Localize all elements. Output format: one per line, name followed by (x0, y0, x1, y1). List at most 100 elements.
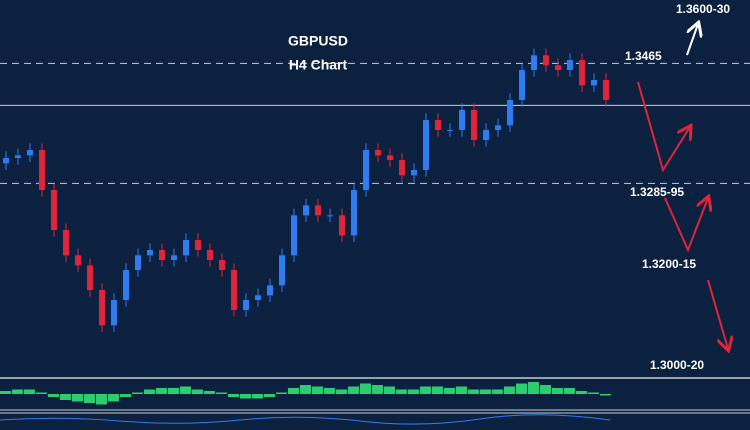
candle-body (267, 285, 273, 296)
candle-body (339, 215, 345, 236)
oscillator-bar (132, 392, 143, 394)
oscillator-bar (480, 389, 491, 394)
oscillator-bar (288, 388, 299, 394)
oscillator-bar (420, 386, 431, 394)
chart-title: GBPUSD (288, 33, 348, 49)
candle-body (567, 60, 573, 70)
arrow (686, 24, 698, 56)
oscillator-bar (228, 394, 239, 397)
oscillator-bar (168, 388, 179, 394)
oscillator-bar (564, 388, 575, 394)
arrow (707, 279, 728, 349)
oscillator-bar (0, 391, 11, 394)
oscillator-bar (516, 383, 527, 394)
oscillator-bar (324, 388, 335, 394)
candle-body (591, 80, 597, 86)
oscillator-bar (300, 385, 311, 394)
candle-body (171, 255, 177, 260)
candle-body (351, 190, 357, 236)
candle-body (303, 205, 309, 216)
oscillator-bar (36, 392, 47, 394)
candle-body (231, 270, 237, 310)
oscillator-bar (24, 389, 35, 394)
candle-body (279, 255, 285, 286)
oscillator-bar (252, 394, 263, 399)
candle-body (543, 55, 549, 66)
oscillator-bar (360, 383, 371, 394)
candle-body (123, 270, 129, 300)
oscillator-bar (84, 394, 95, 403)
oscillator-bar (108, 394, 119, 402)
candle-body (135, 255, 141, 270)
oscillator-bar (444, 388, 455, 394)
candle-body (291, 215, 297, 256)
annotation: 1.3285-95 (630, 185, 684, 199)
candle-body (111, 300, 117, 326)
candle-body (39, 150, 45, 190)
candle-body (327, 215, 333, 217)
oscillator-bar (384, 386, 395, 394)
candle-body (3, 158, 9, 164)
oscillator-bar (372, 385, 383, 394)
candle-body (471, 110, 477, 140)
oscillator-bar (408, 389, 419, 394)
oscillator-bar (576, 391, 587, 394)
oscillator-bar (432, 386, 443, 394)
oscillator-bar (264, 394, 275, 397)
candle-body (207, 250, 213, 260)
oscillator-bar (276, 392, 287, 394)
oscillator-bar (156, 388, 167, 394)
annotation: 1.3600-30 (676, 2, 730, 16)
candle-body (87, 265, 93, 290)
candle-body (495, 125, 501, 130)
candle-body (459, 110, 465, 130)
oscillator (0, 382, 611, 405)
oscillator-bar (192, 389, 203, 394)
oscillator-bar (588, 392, 599, 394)
oscillator-bar (540, 385, 551, 394)
oscillator-bar (60, 394, 71, 400)
candle-body (363, 150, 369, 190)
candle-body (147, 250, 153, 256)
candle-body (315, 205, 321, 216)
candle-body (579, 60, 585, 86)
indicator-line (0, 414, 611, 425)
oscillator-bar (12, 389, 23, 394)
candle-body (411, 170, 417, 176)
oscillator-bar (48, 394, 59, 397)
candles (3, 48, 609, 332)
oscillator-bar (504, 386, 515, 394)
oscillator-bar (120, 394, 131, 397)
annotation: 1.3000-20 (650, 358, 704, 372)
annotation: 1.3465 (625, 49, 662, 63)
oscillator-bar (96, 394, 107, 405)
oscillator-bar (144, 389, 155, 394)
candle-body (555, 65, 561, 70)
oscillator-bar (204, 391, 215, 394)
oscillator-bar (180, 386, 191, 394)
oscillator-bar (468, 389, 479, 394)
candle-body (399, 160, 405, 176)
oscillator-bar (336, 389, 347, 394)
arrow (637, 81, 690, 173)
candle-body (243, 300, 249, 310)
oscillator-bar (528, 382, 539, 394)
level-lines (0, 62, 750, 184)
oscillator-bar (216, 392, 227, 394)
candle-body (15, 155, 21, 158)
candle-body (195, 240, 201, 250)
candle-body (27, 150, 33, 156)
candle-body (183, 240, 189, 256)
oscillator-bar (72, 394, 83, 402)
candle-body (603, 80, 609, 100)
candle-body (159, 250, 165, 260)
candle-body (255, 295, 261, 300)
candle-body (99, 290, 105, 326)
candle-body (423, 120, 429, 170)
arrow (664, 198, 708, 253)
oscillator-bar (600, 394, 611, 396)
oscillator-bar (492, 389, 503, 394)
